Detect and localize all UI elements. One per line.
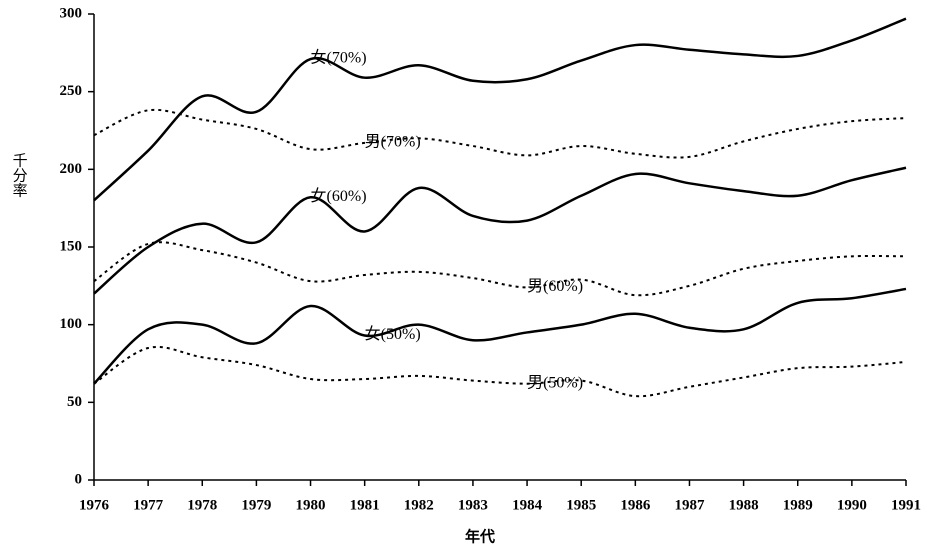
series-label: 男(60%) (527, 278, 583, 295)
series-label: 男(70%) (365, 134, 421, 151)
x-tick-label: 1988 (729, 497, 759, 513)
y-tick-label: 150 (60, 238, 83, 254)
x-axis-label: 年代 (465, 527, 495, 545)
line-series (93, 287, 907, 385)
y-tick-label: 100 (60, 316, 83, 332)
x-tick-label: 1983 (458, 497, 488, 513)
x-tick-label: 1990 (837, 497, 867, 513)
y-tick-label: 0 (75, 471, 83, 487)
series-label: 女(60%) (311, 186, 367, 205)
y-tick-label: 300 (60, 5, 83, 21)
x-tick-label: 1978 (187, 497, 217, 513)
series-label: 女(50%) (365, 324, 421, 343)
x-tick-label: 1979 (241, 497, 271, 513)
line-series (93, 108, 907, 159)
x-tick-label: 1976 (79, 497, 110, 513)
line-series (93, 345, 907, 398)
x-tick-label: 1989 (783, 497, 813, 513)
line-series (93, 166, 907, 295)
series-label: 女(70%) (311, 48, 367, 67)
y-tick-label: 50 (67, 394, 82, 410)
x-tick-label: 1982 (404, 497, 434, 513)
x-tick-label: 1981 (350, 497, 380, 513)
line-series (93, 241, 907, 297)
x-tick-label: 1986 (620, 497, 651, 513)
x-tick-label: 1980 (296, 497, 326, 513)
y-axis-label: 千分率 (11, 153, 28, 198)
x-tick-label: 1977 (133, 497, 164, 513)
x-tick-label: 1991 (891, 497, 921, 513)
y-tick-label: 200 (60, 161, 83, 177)
x-tick-label: 1985 (566, 497, 596, 513)
x-tick-label: 1987 (674, 497, 705, 513)
series-label: 男(50%) (527, 374, 583, 391)
x-tick-label: 1984 (512, 497, 543, 513)
line-series (93, 17, 907, 202)
y-tick-label: 250 (60, 83, 83, 99)
